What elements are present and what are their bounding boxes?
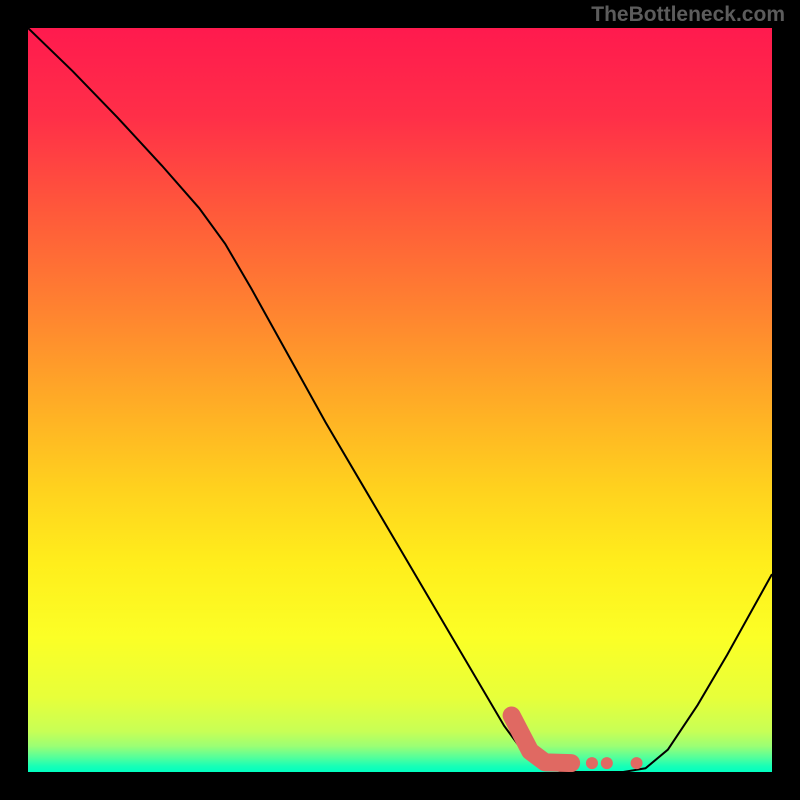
attribution-label: TheBottleneck.com — [591, 3, 785, 27]
accent-dots — [586, 757, 643, 769]
bottleneck-curve — [28, 28, 772, 772]
chart-overlay — [28, 28, 772, 772]
accent-dot — [586, 757, 598, 769]
accent-dot — [631, 757, 643, 769]
accent-dot — [601, 757, 613, 769]
accent-elbow — [512, 715, 572, 763]
plot-area — [28, 28, 772, 772]
